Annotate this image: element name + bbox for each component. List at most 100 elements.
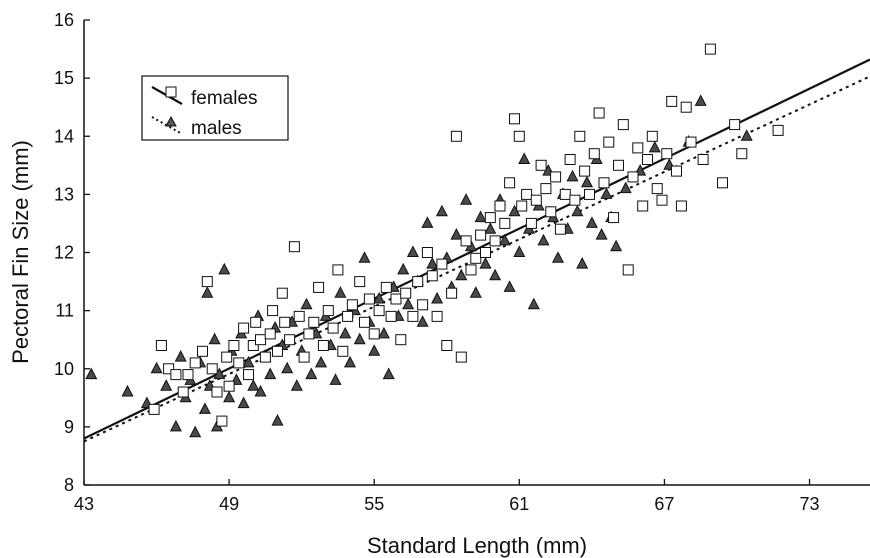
- legend-males-label: males: [191, 118, 242, 139]
- male-point: [254, 384, 267, 397]
- male-point: [503, 280, 516, 292]
- legend: females males: [141, 75, 289, 141]
- female-point: [267, 305, 279, 317]
- y-tick-label: 13: [54, 184, 74, 204]
- female-point: [513, 130, 525, 142]
- female-point: [717, 177, 728, 189]
- y-tick-label: 10: [54, 359, 74, 379]
- male-point: [469, 286, 482, 298]
- female-point: [373, 305, 385, 317]
- male-point: [218, 262, 231, 275]
- female-point: [303, 328, 315, 340]
- female-point: [426, 270, 438, 282]
- female-point: [509, 113, 520, 125]
- female-point: [489, 235, 501, 247]
- female-point: [395, 334, 407, 346]
- female-point: [617, 119, 629, 131]
- male-point: [281, 361, 294, 374]
- male-point: [373, 291, 386, 304]
- male-point: [314, 355, 328, 368]
- female-point: [525, 217, 537, 229]
- female-point: [216, 415, 228, 427]
- female-point: [704, 43, 716, 55]
- female-point: [642, 154, 653, 165]
- female-point: [622, 264, 634, 276]
- male-point: [300, 297, 313, 310]
- male-point: [397, 262, 410, 275]
- y-tick-label: 14: [54, 126, 74, 146]
- data-points: [85, 43, 784, 438]
- y-tick-label: 11: [55, 301, 74, 321]
- male-point: [421, 216, 434, 228]
- male-point: [201, 286, 214, 298]
- female-point: [603, 136, 615, 148]
- male-point: [353, 332, 366, 345]
- y-tick-label: 12: [54, 243, 74, 263]
- female-point: [211, 386, 223, 398]
- female-point: [238, 322, 250, 334]
- female-point: [646, 130, 658, 142]
- female-point: [385, 310, 397, 322]
- female-point: [480, 247, 491, 258]
- female-point: [593, 107, 605, 119]
- male-point: [150, 361, 163, 374]
- male-point: [208, 332, 221, 345]
- male-point: [450, 228, 463, 240]
- male-point: [85, 367, 98, 380]
- female-point: [484, 212, 496, 224]
- female-point: [564, 154, 576, 165]
- female-point: [337, 345, 349, 357]
- female-point: [569, 194, 581, 206]
- female-point: [223, 380, 235, 392]
- female-point: [431, 310, 443, 322]
- male-point: [580, 175, 594, 188]
- female-point: [298, 351, 310, 363]
- y-axis-label: Pectoral Fin Size (mm): [8, 140, 33, 364]
- male-point: [518, 152, 531, 164]
- female-point: [276, 287, 288, 299]
- female-point: [308, 316, 320, 328]
- x-tick-label: 61: [509, 494, 529, 514]
- male-point: [223, 390, 236, 403]
- female-point: [279, 316, 291, 328]
- male-point: [513, 245, 526, 257]
- female-point: [259, 351, 271, 363]
- female-point: [637, 200, 649, 212]
- female-point: [264, 328, 276, 340]
- female-point: [465, 264, 477, 276]
- female-point: [363, 293, 375, 305]
- female-point: [272, 345, 283, 357]
- male-point: [334, 286, 347, 298]
- male-point: [740, 129, 753, 141]
- male-point: [474, 210, 487, 223]
- male-point: [290, 379, 303, 391]
- female-point: [554, 223, 566, 235]
- female-point: [455, 351, 467, 363]
- male-point: [247, 379, 260, 391]
- female-point: [197, 345, 208, 357]
- female-point: [499, 217, 511, 229]
- female-point: [182, 369, 194, 381]
- female-point: [559, 188, 571, 200]
- female-point: [284, 334, 296, 346]
- male-point: [160, 379, 173, 391]
- male-point: [264, 367, 277, 380]
- male-point: [271, 414, 284, 426]
- male-point: [484, 222, 497, 234]
- male-point: [406, 245, 419, 257]
- female-point: [627, 171, 639, 183]
- male-point: [498, 233, 511, 246]
- female-point: [288, 241, 300, 253]
- female-point: [579, 165, 591, 177]
- male-point: [435, 204, 448, 217]
- female-point: [535, 159, 547, 171]
- female-point: [412, 276, 424, 288]
- female-point: [772, 124, 784, 136]
- male-point: [648, 140, 661, 153]
- female-point: [255, 334, 266, 346]
- male-point: [368, 344, 381, 356]
- males-regression-line: [83, 75, 870, 443]
- male-point: [377, 326, 390, 339]
- legend-males-line: [151, 116, 183, 135]
- female-point: [680, 101, 692, 113]
